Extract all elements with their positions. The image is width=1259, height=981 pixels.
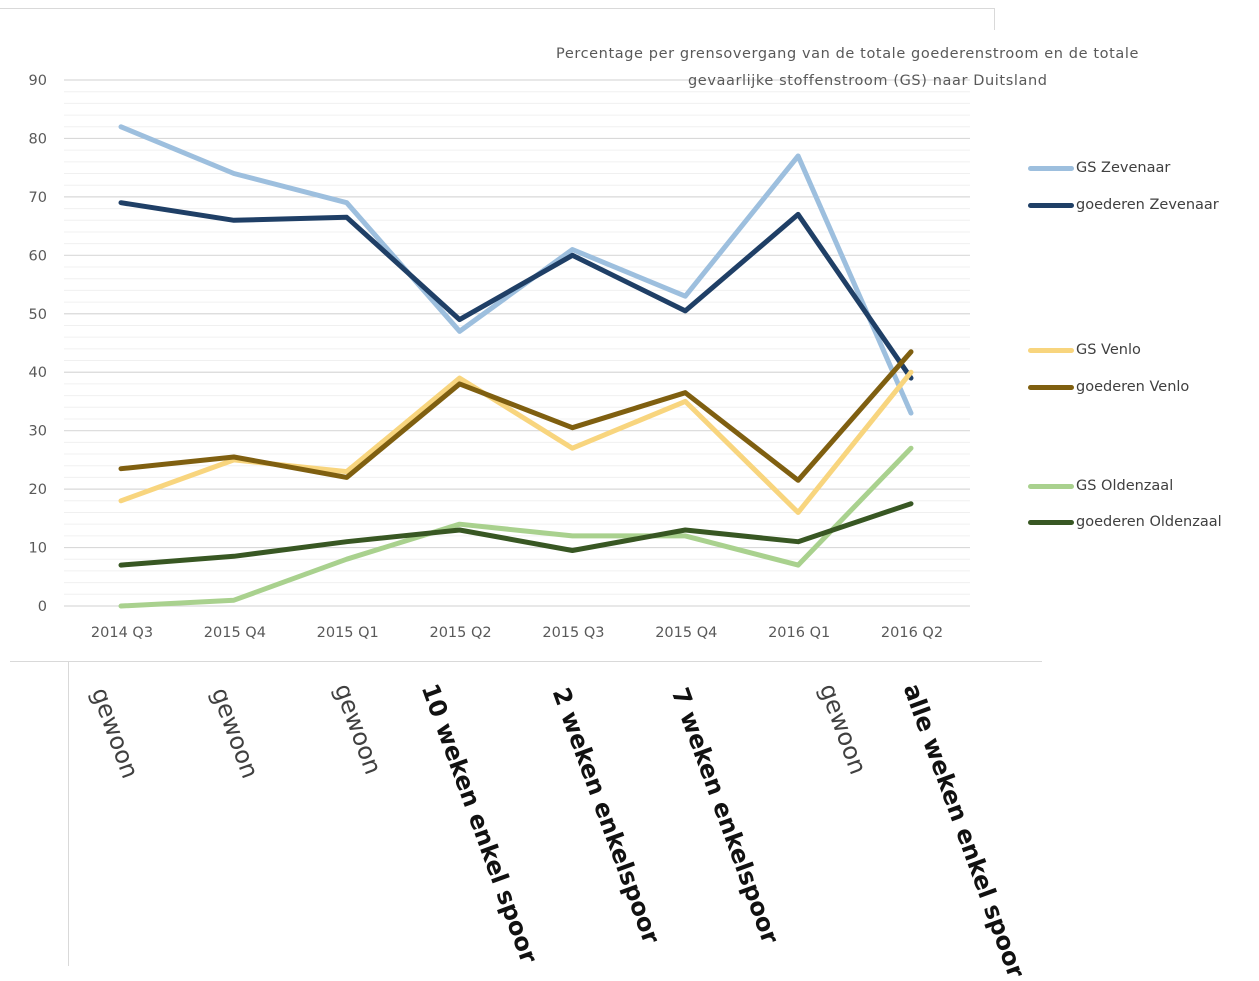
chart-title-line-1: Percentage per grensovergang van de tota… — [556, 46, 1140, 62]
legend-swatch-gs-venlo — [1028, 347, 1074, 353]
chart-title-line-2: gevaarlijke stoffenstroom (GS) naar Duit… — [688, 73, 1048, 89]
chart-frame-bottom-border — [10, 661, 1042, 662]
x-tick-label: 2015 Q1 — [317, 625, 379, 641]
gridlines — [64, 79, 970, 607]
y-tick-label: 40 — [29, 365, 47, 381]
series-line-goederen-oldenzaal — [118, 501, 914, 568]
legend-label-gs-venlo: GS Venlo — [1076, 342, 1141, 358]
x-axis-tick-labels: 2014 Q3 2015 Q4 2015 Q1 2015 Q2 2015 Q3 2015 … — [91, 625, 943, 641]
series-line-goederen-zevenaar — [118, 200, 914, 381]
y-axis-tick-labels: 0 10 20 30 40 50 60 70 80 90 — [29, 73, 47, 615]
x-tick-label: 2015 Q3 — [542, 625, 604, 641]
y-tick-label: 80 — [29, 131, 47, 147]
series-lines — [118, 124, 914, 609]
series-line-gs-oldenzaal — [118, 445, 914, 609]
legend-item-goederen-zevenaar: goederen Zevenaar — [1028, 195, 1219, 215]
y-tick-label: 20 — [29, 482, 47, 498]
legend-swatch-goederen-venlo — [1028, 384, 1074, 390]
y-tick-label: 50 — [29, 307, 47, 323]
y-tick-label: 90 — [29, 73, 47, 89]
legend-label-gs-zevenaar: GS Zevenaar — [1076, 160, 1171, 176]
x-tick-label: 2016 Q2 — [881, 625, 943, 641]
x-tick-label: 2015 Q4 — [204, 625, 266, 641]
series-line-gs-zevenaar — [118, 124, 914, 416]
legend-item-gs-zevenaar: GS Zevenaar — [1028, 158, 1170, 178]
chart-frame-right-border — [994, 8, 995, 30]
y-tick-label: 70 — [29, 190, 47, 206]
x-tick-label: 2016 Q1 — [768, 625, 830, 641]
legend-swatch-gs-zevenaar — [1028, 165, 1074, 171]
legend-item-gs-oldenzaal: GS Oldenzaal — [1028, 476, 1173, 496]
legend-swatch-gs-oldenzaal — [1028, 483, 1074, 489]
legend-label-goederen-venlo: goederen Venlo — [1076, 379, 1190, 395]
x-tick-label: 2015 Q2 — [429, 625, 491, 641]
y-tick-label: 0 — [38, 599, 47, 615]
x-tick-label: 2014 Q3 — [91, 625, 153, 641]
x-tick-label: 2015 Q4 — [655, 625, 717, 641]
legend-label-goederen-zevenaar: goederen Zevenaar — [1076, 197, 1219, 213]
y-tick-label: 60 — [29, 248, 47, 264]
legend-item-gs-venlo: GS Venlo — [1028, 340, 1141, 360]
annotation-frame-left-border — [68, 661, 69, 966]
legend-item-goederen-oldenzaal: goederen Oldenzaal — [1028, 512, 1222, 532]
series-line-goederen-venlo — [118, 349, 914, 483]
y-tick-label: 30 — [29, 424, 47, 440]
chart-frame-top-border — [0, 8, 994, 9]
legend-label-goederen-oldenzaal: goederen Oldenzaal — [1076, 514, 1222, 530]
legend-swatch-goederen-zevenaar — [1028, 202, 1074, 208]
legend-label-gs-oldenzaal: GS Oldenzaal — [1076, 478, 1174, 494]
legend-item-goederen-venlo: goederen Venlo — [1028, 377, 1189, 397]
y-tick-label: 10 — [29, 541, 47, 557]
legend-swatch-goederen-oldenzaal — [1028, 519, 1074, 525]
